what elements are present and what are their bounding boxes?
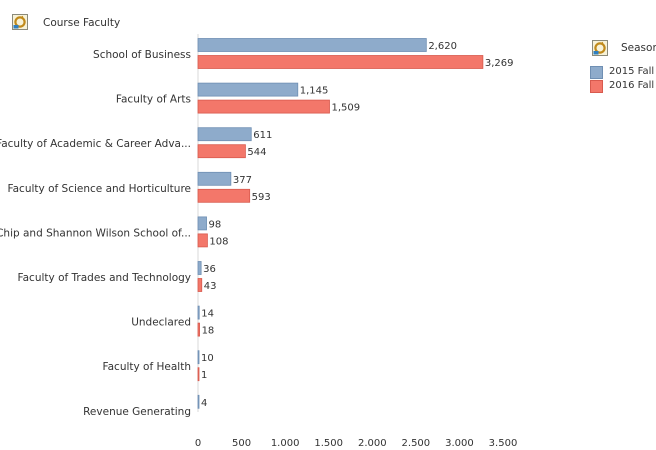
bar-2015 (197, 171, 232, 186)
category-label: Chip and Shannon Wilson School of... (0, 227, 191, 239)
category-label: School of Business (93, 49, 191, 61)
value-label: 377 (233, 175, 252, 186)
x-tick-label: 3.000 (445, 438, 474, 449)
value-label: 611 (253, 130, 272, 141)
value-label: 1,145 (300, 86, 329, 97)
x-tick-label: 3.500 (489, 438, 518, 449)
bar-2016 (197, 188, 251, 203)
bar-2015 (197, 261, 202, 275)
legend-swatch-2016 (590, 80, 603, 93)
value-label: 1 (201, 370, 207, 381)
category-label: Undeclared (131, 317, 191, 329)
x-tick-label: 0 (195, 438, 201, 449)
legend-swatch-2015 (590, 66, 603, 79)
field-title: Course Faculty (43, 17, 121, 29)
value-label: 14 (201, 309, 214, 320)
bar-2016 (197, 367, 200, 382)
bar-2016 (197, 55, 484, 69)
bar-2015 (197, 38, 427, 52)
bar-2016 (197, 144, 246, 159)
bar-2015 (197, 394, 200, 409)
bar-2015 (197, 127, 252, 142)
bar-2016 (197, 233, 208, 248)
legend-title: Season (621, 42, 656, 54)
legend-label-2015: 2015 Fall (609, 66, 655, 77)
bar-2016 (197, 322, 200, 337)
value-label: 2,620 (428, 41, 457, 52)
legend-label-2016: 2016 Fall (609, 80, 655, 91)
value-label: 98 (209, 219, 222, 230)
bar-2016 (197, 99, 330, 114)
value-label: 544 (247, 147, 266, 158)
x-tick-label: 1.000 (271, 438, 300, 449)
x-tick-label: 1.500 (314, 438, 343, 449)
legend-selector-icon[interactable] (592, 40, 608, 56)
x-tick-label: 2.000 (358, 438, 387, 449)
value-label: 4 (201, 398, 207, 409)
category-label: Revenue Generating (83, 406, 191, 418)
bar-2015 (197, 305, 200, 320)
value-label: 3,269 (485, 58, 514, 69)
value-label: 36 (203, 264, 216, 275)
bar-2016 (197, 278, 203, 292)
category-label: Faculty of Science and Horticulture (8, 183, 191, 195)
value-label: 108 (209, 236, 228, 247)
category-label: Faculty of Academic & Career Adva... (0, 138, 191, 150)
bar-2015 (197, 216, 207, 231)
value-label: 593 (252, 192, 271, 203)
bar-2015 (197, 350, 200, 365)
field-selector-icon[interactable] (12, 14, 28, 30)
category-label: Faculty of Trades and Technology (18, 272, 191, 284)
value-label: 18 (202, 326, 215, 337)
value-label: 10 (201, 353, 214, 364)
category-label: Faculty of Health (103, 361, 191, 373)
bar-2015 (197, 82, 299, 97)
value-label: 1,509 (331, 103, 360, 114)
x-tick-label: 500 (232, 438, 251, 449)
category-label: Faculty of Arts (116, 94, 191, 106)
x-tick-label: 2.500 (402, 438, 431, 449)
value-label: 43 (204, 281, 217, 292)
